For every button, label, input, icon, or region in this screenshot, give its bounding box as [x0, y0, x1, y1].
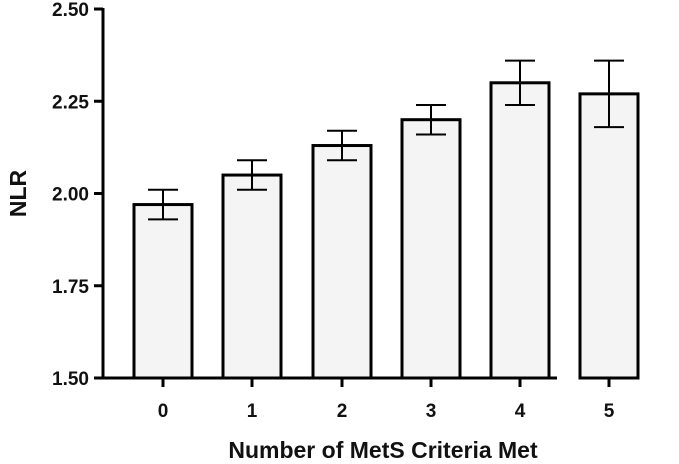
y-tick-label: 2.50 — [52, 0, 89, 21]
x-tick-label: 4 — [515, 401, 526, 422]
bars-layer — [132, 81, 640, 380]
y-axis-title: NLR — [5, 169, 31, 217]
y-tick-label: 2.25 — [52, 92, 89, 113]
bar — [400, 118, 462, 380]
bar — [489, 81, 551, 380]
x-axis-title: Number of MetS Criteria Met — [228, 437, 538, 463]
bar — [311, 144, 373, 380]
x-tick-label: 2 — [337, 401, 348, 422]
y-ticks: 1.50 1.75 2.00 2.25 2.50 — [52, 0, 103, 390]
error-bars-layer — [148, 59, 624, 221]
x-tick-label: 0 — [158, 401, 169, 422]
bar — [578, 92, 640, 380]
y-tick-label: 1.50 — [52, 369, 89, 390]
x-ticks: 0 1 2 3 4 5 — [158, 378, 615, 422]
y-tick-label: 1.75 — [52, 277, 89, 298]
y-tick-label: 2.00 — [52, 185, 89, 206]
x-tick-label: 3 — [426, 401, 437, 422]
x-tick-label: 5 — [604, 401, 615, 422]
bar — [132, 203, 194, 380]
x-tick-label: 1 — [247, 401, 258, 422]
bar — [221, 173, 283, 380]
